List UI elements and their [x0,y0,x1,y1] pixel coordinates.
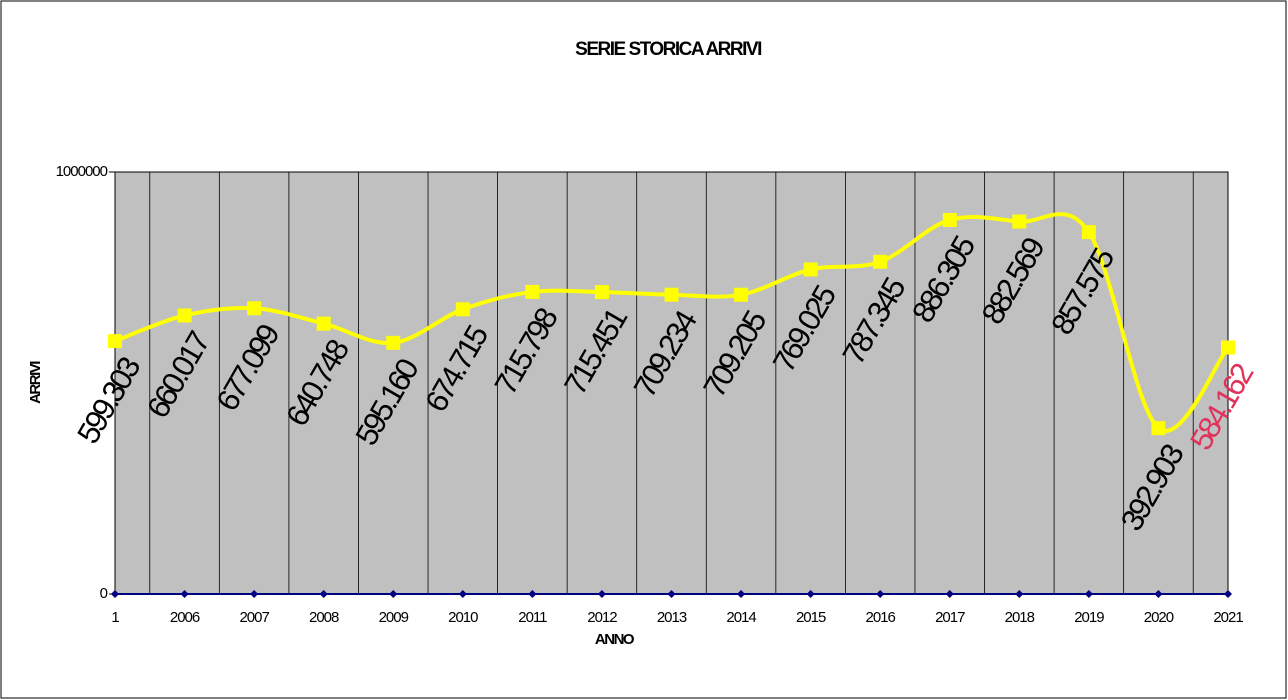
point-marker [806,590,815,598]
x-tick-label: 1 [111,609,119,626]
point-marker [1081,225,1096,240]
point-marker [594,285,609,300]
y-tick-label: 0 [100,585,108,602]
point-marker [1154,590,1163,598]
point-marker [942,212,957,227]
point-marker [1224,590,1232,598]
y-tick-label: 1000000 [56,163,108,180]
x-tick-label: 2019 [1074,609,1104,626]
point-marker [108,334,122,349]
point-marker [455,302,470,317]
point-marker [1012,214,1027,229]
point-marker [803,262,818,277]
point-marker [247,301,262,316]
y-axis-label: ARRIVI [27,361,44,404]
x-tick-label: 2011 [518,609,547,626]
x-tick-label: 2015 [796,609,826,626]
point-marker [1084,590,1093,598]
point-marker [945,590,954,598]
point-marker [876,590,885,598]
point-marker [177,308,192,323]
point-marker [386,335,401,350]
point-marker [1015,590,1024,598]
point-marker [597,590,606,598]
point-marker [319,590,328,598]
x-tick-label: 2007 [239,609,269,626]
plot-area [114,171,1229,595]
point-marker [873,254,888,269]
x-axis-label: ANNO [595,631,635,648]
x-tick-label: 2010 [448,609,478,626]
point-marker [1221,340,1235,355]
point-marker [250,590,259,598]
x-tick-label: 2013 [657,609,687,626]
x-tick-label: 2008 [309,609,339,626]
chart-title: SERIE STORICA ARRIVI [575,39,762,60]
point-marker [389,590,398,598]
x-tick-label: 2020 [1144,609,1174,626]
point-marker [458,590,467,598]
x-tick-label: 2017 [935,609,965,626]
x-tick-label: 2016 [866,609,896,626]
point-marker [528,590,537,598]
point-marker [316,316,331,331]
x-tick-label: 2014 [726,609,756,626]
point-marker [180,590,189,598]
point-marker [664,287,679,302]
point-marker [111,590,119,598]
point-marker [525,284,540,299]
point-marker [737,590,746,598]
x-tick-label: 2012 [587,609,617,626]
x-tick-label: 2006 [170,609,200,626]
point-marker [734,287,749,302]
point-marker [667,590,676,598]
x-tick-label: 2021 [1213,609,1243,626]
point-marker [1151,421,1166,436]
x-tick-label: 2018 [1005,609,1035,626]
x-tick-label: 2009 [379,609,409,626]
